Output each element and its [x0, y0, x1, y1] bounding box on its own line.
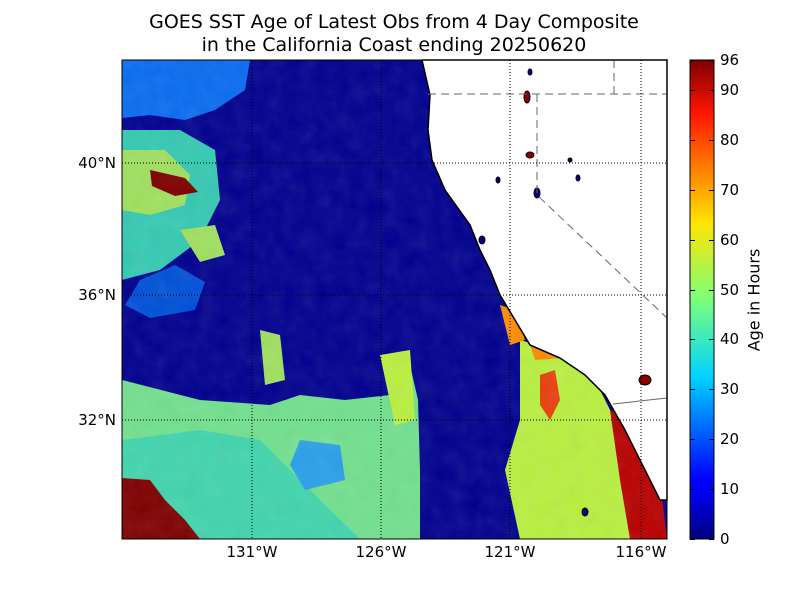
- colorbar-tick-mark: [709, 339, 714, 340]
- graticule: [122, 60, 667, 539]
- colorbar-tick-mark: [690, 60, 695, 61]
- colorbar-tick-mark: [690, 290, 695, 291]
- colorbar-tick-mark: [690, 90, 695, 91]
- colorbar-tick-label: 70: [720, 180, 740, 199]
- colorbar-tick-label: 20: [720, 430, 740, 449]
- colorbar-tick-label: 10: [720, 480, 740, 499]
- colorbar-tick-label: 40: [720, 330, 740, 349]
- lon-label-131w: 131°W: [226, 543, 278, 561]
- lat-label-32n: 32°N: [78, 411, 116, 429]
- colorbar-tick-mark: [709, 439, 714, 440]
- colorbar-tick-label: 0: [720, 530, 730, 548]
- lat-label-40n: 40°N: [78, 154, 116, 172]
- colorbar-label: Age in Hours: [744, 248, 764, 352]
- colorbar: [689, 59, 715, 540]
- colorbar-tick-mark: [690, 489, 695, 490]
- colorbar-tick-mark: [709, 290, 714, 291]
- colorbar-tick-mark: [709, 240, 714, 241]
- colorbar-tick-label: 50: [720, 280, 740, 299]
- colorbar-tick-label: 96: [720, 51, 740, 69]
- lon-label-121w: 121°W: [484, 543, 536, 561]
- colorbar-tick-mark: [690, 240, 695, 241]
- lon-label-116w: 116°W: [615, 543, 667, 561]
- colorbar-tick-mark: [690, 140, 695, 141]
- colorbar-tick-label: 30: [720, 380, 740, 399]
- colorbar-tick-mark: [709, 60, 714, 61]
- colorbar-tick-label: 60: [720, 230, 740, 249]
- land-mass: [421, 59, 668, 501]
- inland-water-features: [478, 68, 652, 517]
- map-title-line1: GOES SST Age of Latest Obs from 4 Day Co…: [149, 11, 639, 33]
- colorbar-tick-mark: [709, 389, 714, 390]
- colorbar-tick-mark: [690, 339, 695, 340]
- colorbar-tick-mark: [690, 439, 695, 440]
- lon-label-126w: 126°W: [355, 543, 407, 561]
- colorbar-tick-mark: [709, 140, 714, 141]
- colorbar-tick-mark: [709, 190, 714, 191]
- colorbar-tick-mark: [690, 389, 695, 390]
- map-frame: [121, 59, 668, 540]
- colorbar-tick-label: 80: [720, 130, 740, 149]
- colorbar-tick-mark: [709, 489, 714, 490]
- colorbar-tick-mark: [690, 539, 695, 540]
- lat-label-36n: 36°N: [78, 286, 116, 304]
- map-title-line2: in the California Coast ending 20250620: [201, 34, 587, 56]
- state-boundaries: [428, 60, 668, 405]
- colorbar-tick-label: 90: [720, 80, 740, 99]
- colorbar-tick-mark: [709, 90, 714, 91]
- colorbar-tick-mark: [690, 190, 695, 191]
- colorbar-tick-mark: [709, 539, 714, 540]
